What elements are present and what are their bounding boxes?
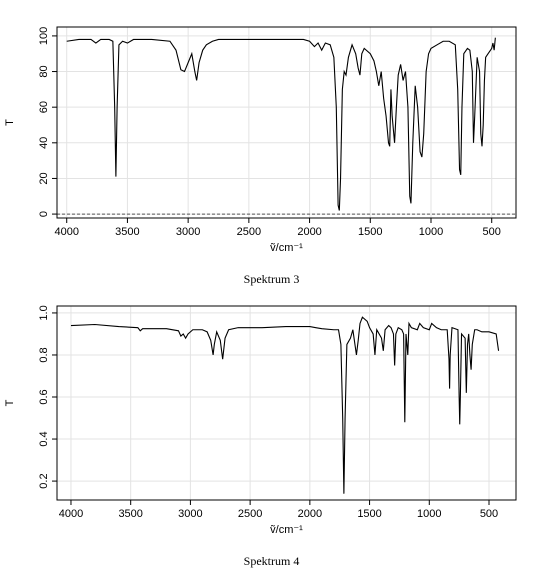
chart-title: Spektrum 4 bbox=[244, 554, 300, 568]
y-tick-label: 100 bbox=[38, 27, 50, 45]
spectrum-line bbox=[66, 37, 496, 211]
x-tick-label: 3500 bbox=[118, 508, 142, 520]
x-tick-label: 1500 bbox=[358, 226, 382, 238]
x-tick-label: 500 bbox=[483, 226, 501, 238]
x-tick-label: 2500 bbox=[237, 226, 261, 238]
y-tick-label: 0.4 bbox=[38, 431, 50, 446]
y-tick-label: 0.6 bbox=[38, 389, 50, 404]
x-tick-label: 3500 bbox=[115, 226, 139, 238]
x-tick-label: 1000 bbox=[419, 226, 443, 238]
y-axis-label: T bbox=[4, 119, 16, 126]
y-tick-label: 40 bbox=[38, 137, 50, 149]
y-tick-label: 60 bbox=[38, 101, 50, 113]
x-axis-label: ṽ/cm⁻¹ bbox=[270, 242, 303, 254]
y-axis-label: T bbox=[4, 399, 16, 406]
x-tick-label: 3000 bbox=[178, 508, 202, 520]
x-tick-label: 1500 bbox=[357, 508, 381, 520]
x-axis-label: ṽ/cm⁻¹ bbox=[270, 524, 303, 536]
chart-title: Spektrum 3 bbox=[244, 272, 300, 286]
x-tick-label: 2000 bbox=[298, 508, 322, 520]
x-tick-label: 3000 bbox=[176, 226, 200, 238]
spectrum-line bbox=[70, 316, 500, 494]
x-tick-label: 4000 bbox=[54, 226, 78, 238]
x-tick-label: 1000 bbox=[417, 508, 441, 520]
x-tick-label: 4000 bbox=[59, 508, 83, 520]
plot-frame bbox=[56, 26, 517, 219]
y-tick-label: 20 bbox=[38, 172, 50, 184]
plot-frame bbox=[56, 305, 517, 501]
y-tick-label: 0 bbox=[38, 211, 50, 217]
y-tick-label: 1.0 bbox=[38, 305, 50, 320]
x-tick-label: 500 bbox=[480, 508, 498, 520]
y-tick-label: 80 bbox=[38, 65, 50, 77]
x-tick-label: 2000 bbox=[297, 226, 321, 238]
y-tick-label: 0.2 bbox=[38, 473, 50, 488]
y-tick-label: 0.8 bbox=[38, 347, 50, 362]
x-tick-label: 2500 bbox=[238, 508, 262, 520]
